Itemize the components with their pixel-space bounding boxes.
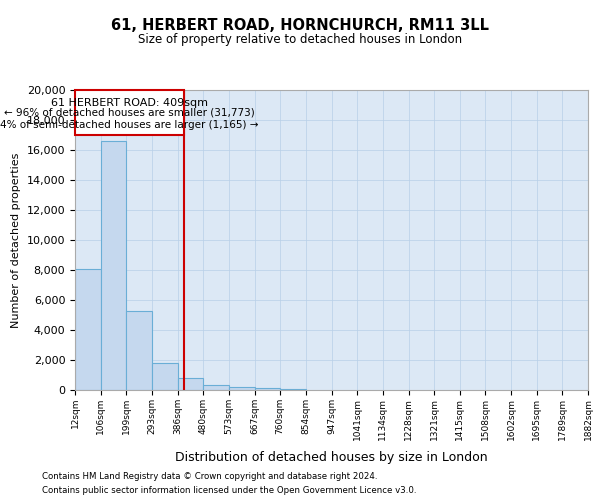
Bar [229, 387, 254, 390]
Text: Contains public sector information licensed under the Open Government Licence v3: Contains public sector information licen… [42, 486, 416, 495]
Text: Contains HM Land Registry data © Crown copyright and database right 2024.: Contains HM Land Registry data © Crown c… [42, 472, 377, 481]
Bar [75, 90, 184, 135]
X-axis label: Distribution of detached houses by size in London: Distribution of detached houses by size … [175, 451, 488, 464]
Bar [101, 141, 127, 390]
Text: 61, HERBERT ROAD, HORNCHURCH, RM11 3LL: 61, HERBERT ROAD, HORNCHURCH, RM11 3LL [111, 18, 489, 32]
Text: Size of property relative to detached houses in London: Size of property relative to detached ho… [138, 32, 462, 46]
Bar [75, 268, 101, 390]
Bar [280, 388, 306, 390]
Text: ← 96% of detached houses are smaller (31,773): ← 96% of detached houses are smaller (31… [4, 108, 255, 118]
Bar [178, 378, 203, 390]
Bar [203, 385, 229, 390]
Bar [254, 388, 280, 390]
Y-axis label: Number of detached properties: Number of detached properties [11, 152, 21, 328]
Bar [152, 363, 178, 390]
Text: 4% of semi-detached houses are larger (1,165) →: 4% of semi-detached houses are larger (1… [0, 120, 259, 130]
Bar [127, 310, 152, 390]
Text: 61 HERBERT ROAD: 409sqm: 61 HERBERT ROAD: 409sqm [51, 98, 208, 108]
